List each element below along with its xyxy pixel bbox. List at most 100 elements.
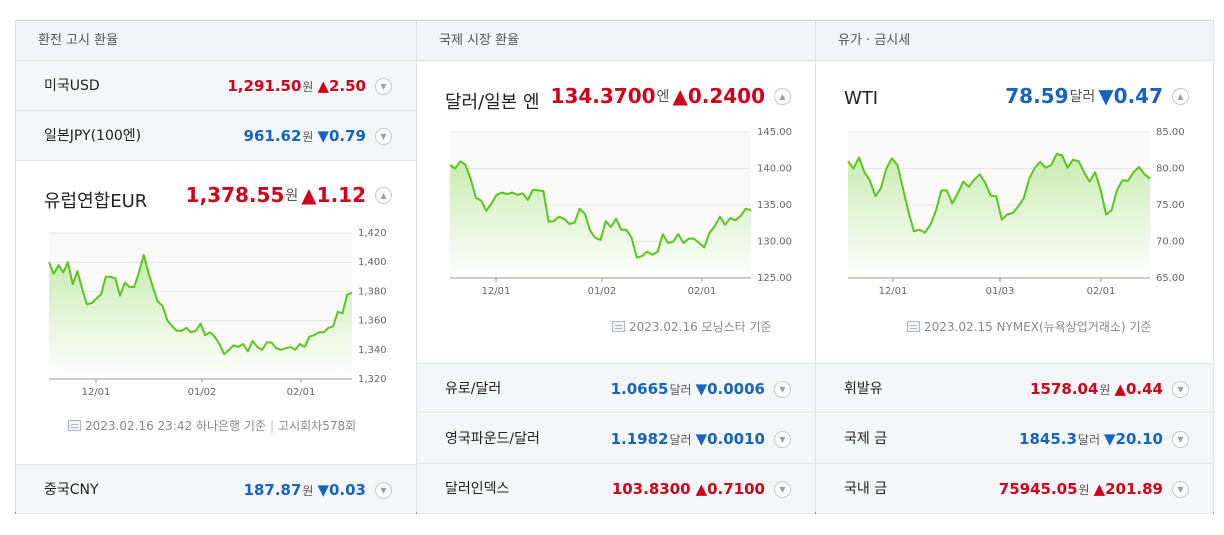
rate-row-gasoline[interactable]: 휘발유 1578.04 원 ▲0.44 ▼: [816, 363, 1213, 413]
rate-name: 달러인덱스: [445, 481, 510, 497]
rate-value: 1,291.50: [227, 77, 302, 95]
x-tick-label: 02/01: [688, 286, 717, 297]
area-fill: [450, 161, 751, 278]
oil-gold-column: 유가 · 금시세 WTI 78.59 달러 ▼0.47 ▲ 85.00 80.00…: [815, 21, 1214, 514]
source-date: 2023.02.15: [924, 319, 993, 334]
rate-unit: 원: [302, 129, 314, 144]
source-date: 2023.02.16: [629, 319, 698, 334]
rate-name: 일본JPY(100엔): [44, 128, 142, 144]
rate-row-eurusd[interactable]: 유로/달러 1.0665 달러 ▼0.0006 ▼: [417, 363, 815, 413]
y-tick-label: 1,420: [358, 228, 387, 239]
rate-name-usdjpy: 달러/일본 엔: [445, 92, 540, 113]
chevron-up-icon[interactable]: ▲: [1172, 87, 1189, 105]
y-tick-label: 140.00: [757, 164, 792, 175]
rate-name: 중국CNY: [44, 482, 99, 498]
rate-name: 휘발유: [844, 381, 883, 397]
series-line: [449, 160, 752, 259]
rate-unit: 원: [302, 79, 314, 94]
chevron-down-icon[interactable]: ▼: [774, 380, 791, 398]
chevron-down-icon[interactable]: ▼: [1172, 380, 1189, 398]
chevron-down-icon[interactable]: ▼: [375, 77, 392, 95]
chevron-down-icon[interactable]: ▼: [375, 127, 392, 145]
y-tick-label: 125.00: [757, 273, 792, 284]
rate-row-dom-gold[interactable]: 국내 금 75945.05 원 ▲201.89 ▼: [816, 464, 1213, 514]
y-tick-label: 75.00: [1156, 200, 1185, 211]
y-tick-label: 1,320: [358, 374, 387, 385]
rate-unit: 원: [285, 188, 299, 204]
chevron-up-icon[interactable]: ▲: [375, 186, 392, 204]
x-tick-label: 12/01: [82, 387, 111, 398]
y-tick-label: 85.00: [1156, 127, 1185, 138]
eur-rate-chart: 1,420 1,400 1,380 1,360 1,340 1,320 12/01 01/02…: [48, 228, 387, 398]
rate-name: 미국USD: [44, 78, 100, 94]
rate-name: 국내 금: [844, 481, 888, 497]
rate-value: 1578.04: [1030, 380, 1099, 398]
rate-row-cny[interactable]: 중국CNY 187.87 원 ▼0.03 ▼: [16, 464, 416, 514]
rate-value: 1845.3: [1019, 430, 1077, 448]
rate-row-jpy[interactable]: 일본JPY(100엔) 961.62 원 ▼0.79 ▼: [16, 111, 416, 161]
rate-name: 국제 금: [844, 431, 888, 447]
rate-unit: 원: [302, 483, 314, 498]
chevron-down-icon[interactable]: ▼: [375, 481, 392, 499]
chevron-down-icon[interactable]: ▼: [1172, 430, 1189, 448]
section-title-international: 국제 시장 환율: [417, 21, 815, 61]
x-tick-label: 01/02: [188, 387, 217, 398]
divider: |: [270, 418, 275, 433]
rate-value: 1.1982: [610, 430, 669, 448]
x-tick-label: 12/01: [482, 286, 511, 297]
rate-change: ▼0.47: [1098, 84, 1163, 108]
rate-name: 유로/달러: [445, 381, 502, 397]
international-rate-column: 국제 시장 환율 달러/일본 엔 134.3700 엔 ▲0.2400 ▲ 14…: [416, 21, 815, 514]
rate-row-wti[interactable]: 78.59 달러 ▼0.47 ▲: [1005, 84, 1189, 108]
source-provider: NYMEX(뉴욕상업거래소) 기준: [996, 320, 1152, 334]
rate-row-gbpusd[interactable]: 영국파운드/달러 1.1982 달러 ▼0.0010 ▼: [417, 414, 815, 464]
rate-name: 영국파운드/달러: [445, 431, 540, 447]
rate-row-intl-gold[interactable]: 국제 금 1845.3 달러 ▼20.10 ▼: [816, 414, 1213, 464]
y-tick-label: 70.00: [1156, 237, 1185, 248]
source-info: 2023.02.15 NYMEX(뉴욕상업거래소) 기준: [907, 318, 1152, 335]
rate-change: ▲2.50: [317, 77, 366, 95]
document-icon: [907, 321, 920, 332]
rate-change: ▼0.79: [317, 127, 366, 145]
area-fill: [49, 254, 352, 379]
section-title-exchange: 환전 고시 환율: [16, 21, 416, 61]
rate-value: 75945.05: [998, 480, 1078, 498]
rate-change: ▲0.7100: [695, 480, 765, 498]
rate-value: 187.87: [243, 481, 302, 499]
x-tick-label: 01/02: [588, 286, 617, 297]
rate-unit: 달러: [669, 432, 692, 447]
rate-name-wti: WTI: [844, 88, 879, 109]
chevron-down-icon[interactable]: ▼: [1172, 480, 1189, 498]
area-fill: [848, 153, 1150, 278]
rate-unit: 원: [1099, 382, 1111, 397]
y-tick-label: 145.00: [757, 127, 792, 138]
y-tick-label: 1,340: [358, 345, 387, 356]
rate-change: ▲0.44: [1114, 380, 1163, 398]
chevron-down-icon[interactable]: ▼: [774, 430, 791, 448]
chevron-up-icon[interactable]: ▲: [774, 87, 791, 105]
rate-unit: 엔: [656, 89, 670, 105]
wti-price-chart: 85.00 80.00 75.00 70.00 65.00 12/01 01/03 02/01: [847, 127, 1185, 297]
rate-row-eur[interactable]: 1,378.55 원 ▲1.12 ▲: [186, 183, 392, 207]
rate-value: 134.3700: [550, 84, 656, 108]
rate-value: 1.0665: [610, 380, 669, 398]
x-tick-label: 12/01: [879, 286, 908, 297]
rate-value: 961.62: [243, 127, 302, 145]
rate-row-usdjpy[interactable]: 134.3700 엔 ▲0.2400 ▲: [551, 84, 791, 108]
document-icon: [68, 420, 81, 431]
rate-value: 1,378.55: [185, 183, 285, 207]
y-tick-label: 130.00: [757, 237, 792, 248]
y-tick-label: 135.00: [757, 200, 792, 211]
document-icon: [612, 321, 625, 332]
exchange-rate-column: 환전 고시 환율 미국USD 1,291.50 원 ▲2.50 ▼ 일본JPY(…: [15, 21, 416, 514]
y-tick-label: 65.00: [1156, 273, 1185, 284]
rate-row-usd[interactable]: 미국USD 1,291.50 원 ▲2.50 ▼: [16, 61, 416, 111]
rate-row-dxy[interactable]: 달러인덱스 103.8300 ▲0.7100 ▼: [417, 464, 815, 514]
source-info: 2023.02.16 23:42 하나은행 기준 | 고시회차578회: [68, 417, 356, 434]
rate-change: ▼0.0006: [695, 380, 765, 398]
source-provider: 하나은행 기준: [195, 419, 266, 433]
x-tick-label: 02/01: [287, 387, 316, 398]
y-tick-label: 80.00: [1156, 164, 1185, 175]
chevron-down-icon[interactable]: ▼: [774, 480, 791, 498]
usdjpy-rate-chart: 145.00 140.00 135.00 130.00 125.00 12/01 01/02…: [449, 127, 792, 297]
